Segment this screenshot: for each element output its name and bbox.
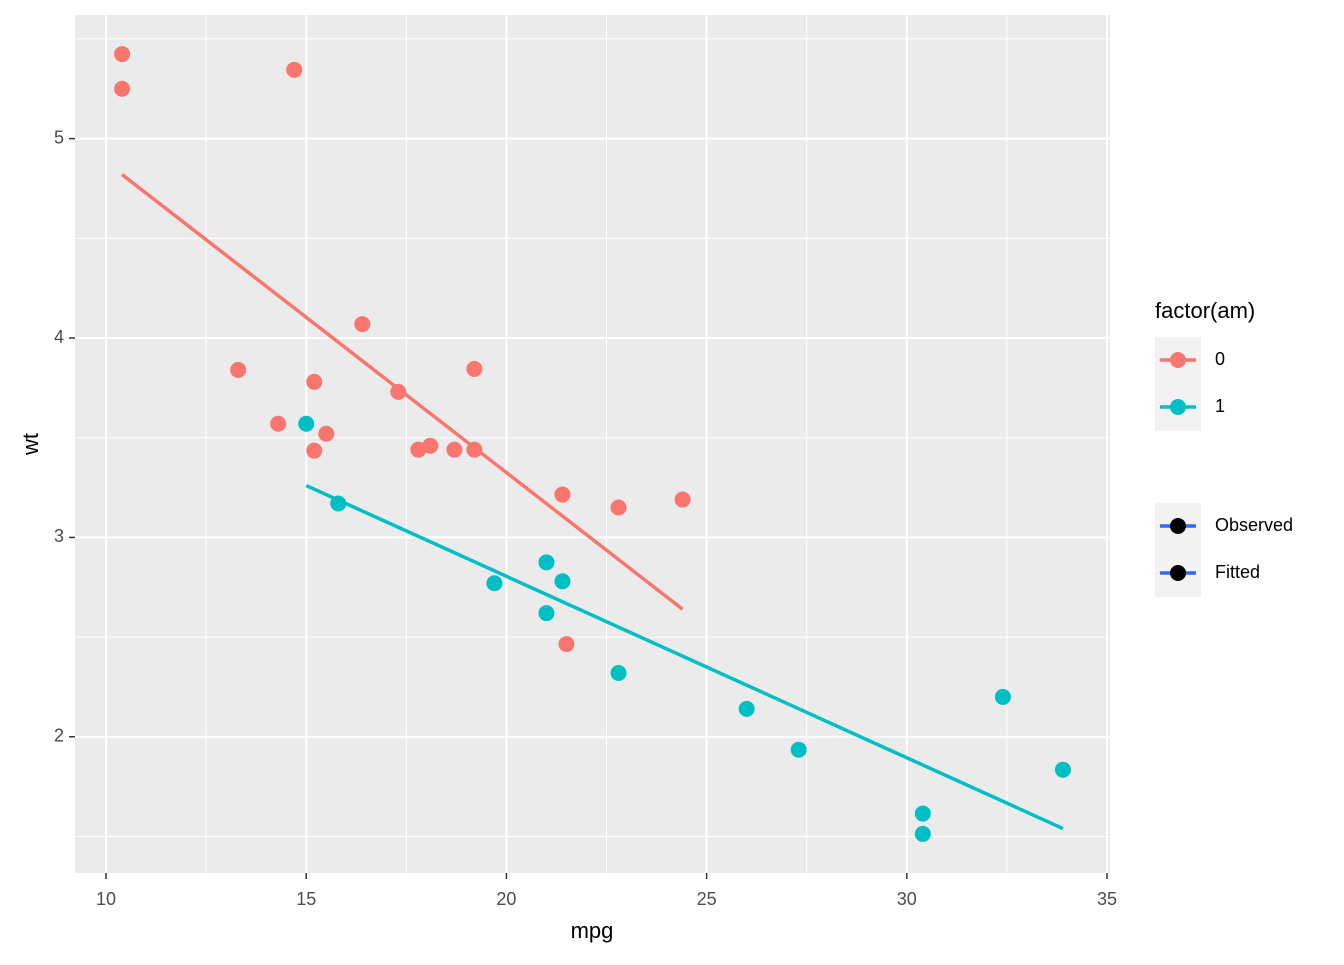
point [738,700,755,717]
y-tick-label: 2 [54,726,64,746]
point [410,441,427,458]
point [914,805,931,822]
point [538,554,555,571]
point [538,605,555,622]
y-tick-label: 3 [54,526,64,546]
legend-label: 0 [1215,349,1225,369]
fit-line [120,173,684,611]
x-tick-label: 20 [496,889,516,909]
point [270,415,287,432]
legend-key-background [1155,503,1201,597]
legend-key-point [1170,399,1186,415]
x-tick-label: 10 [96,889,116,909]
point [306,373,323,390]
point [790,741,807,758]
point [558,636,575,653]
x-tick-label: 25 [697,889,717,909]
point [114,46,131,63]
point [354,316,371,333]
y-axis-title: wt [18,433,43,456]
legend-label: Observed [1215,515,1293,535]
panel-background [75,15,1110,873]
point [230,361,247,378]
x-axis-title: mpg [571,918,614,943]
point [486,575,503,592]
point [1054,761,1071,778]
point [554,486,571,503]
point [286,61,303,78]
legend-key-background [1155,337,1201,431]
point [422,437,439,454]
point [466,360,483,377]
legend-key-point [1170,518,1186,534]
x-tick-label: 15 [296,889,316,909]
legend-key-point [1170,352,1186,368]
point [610,665,627,682]
point [674,491,691,508]
point [554,573,571,590]
point [994,688,1011,705]
legend-label: 1 [1215,396,1225,416]
point [446,441,463,458]
point [298,415,315,432]
point [914,825,931,842]
x-tick-label: 30 [897,889,917,909]
legend-key-point [1170,565,1186,581]
legend-label: Fitted [1215,562,1260,582]
point [114,80,131,97]
x-tick-label: 35 [1097,889,1117,909]
point [610,499,627,516]
point [318,425,335,442]
marks [114,46,1071,842]
y-tick-label: 5 [54,127,64,147]
y-tick-label: 4 [54,327,64,347]
legend-title: factor(am) [1155,298,1255,323]
fit-line [305,483,1064,831]
point [306,442,323,459]
